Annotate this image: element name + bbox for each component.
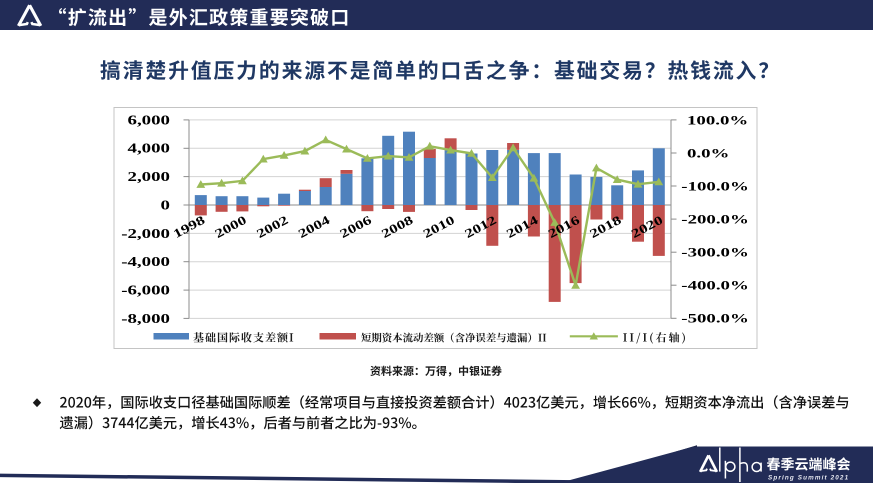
- svg-text:-4,000: -4,000: [121, 253, 170, 269]
- svg-text:0: 0: [161, 197, 170, 213]
- svg-text:6,000: 6,000: [127, 112, 170, 128]
- svg-text:-100.0%: -100.0%: [681, 179, 749, 193]
- svg-text:100.0%: 100.0%: [687, 113, 748, 127]
- svg-text:-6,000: -6,000: [121, 282, 170, 298]
- svg-text:-500.0%: -500.0%: [681, 311, 749, 325]
- svg-text:-200.0%: -200.0%: [681, 212, 749, 226]
- svg-text:-300.0%: -300.0%: [681, 245, 749, 259]
- svg-text:2,000: 2,000: [127, 168, 170, 184]
- svg-text:4,000: 4,000: [127, 140, 170, 156]
- svg-text:-400.0%: -400.0%: [681, 278, 749, 292]
- svg-text:0.0%: 0.0%: [687, 146, 729, 160]
- svg-text:-8,000: -8,000: [121, 310, 170, 326]
- svg-text:Spring Summit 2021: Spring Summit 2021: [768, 475, 849, 482]
- svg-text:-2,000: -2,000: [121, 225, 170, 241]
